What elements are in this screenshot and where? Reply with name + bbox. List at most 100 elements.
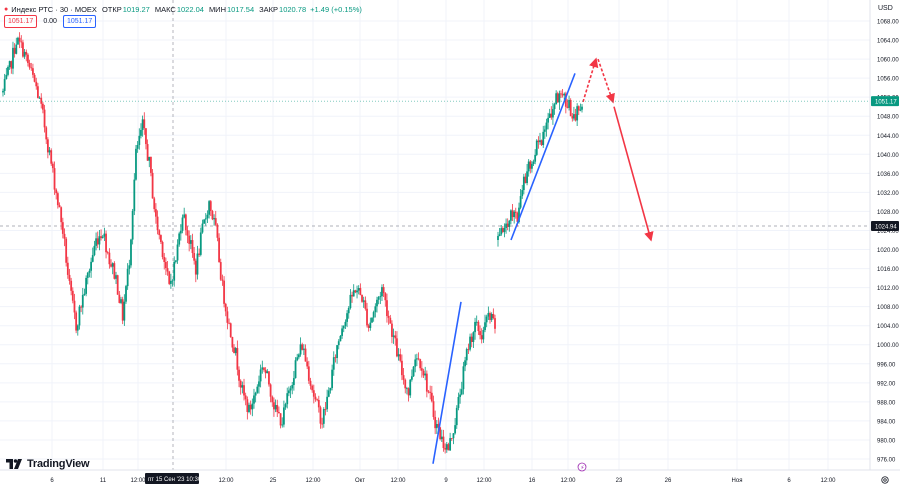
candle-body xyxy=(489,313,491,320)
candle-body xyxy=(194,260,197,275)
tradingview-logo-icon xyxy=(6,459,22,469)
candle-body xyxy=(131,210,134,240)
candle-body xyxy=(427,391,430,393)
candle-body xyxy=(445,444,448,450)
candle-body xyxy=(537,140,540,143)
candle-body xyxy=(96,238,99,245)
candle-body xyxy=(273,402,275,410)
candle-body xyxy=(216,224,219,238)
candle-body xyxy=(480,335,483,340)
candle-body xyxy=(86,272,89,278)
candle-body xyxy=(296,357,299,361)
candle-body xyxy=(238,369,240,381)
candle-body xyxy=(326,396,329,410)
price-tick-label: 988.00 xyxy=(877,400,896,406)
time-tick-label: 12:00 xyxy=(476,478,492,484)
ohlc-low-key: МИН xyxy=(208,4,226,14)
candle-body xyxy=(164,262,167,269)
sell-price-button[interactable]: 1051.17 xyxy=(4,15,38,28)
candle-body xyxy=(327,390,330,397)
symbol-title[interactable]: Индекс РТС · 30 · MOEX xyxy=(11,4,97,14)
candle-body xyxy=(332,357,335,370)
time-tick-label: 12:00 xyxy=(218,478,234,484)
candle-body xyxy=(8,61,11,67)
candle-body xyxy=(563,93,566,96)
ohlc-open-value: 1019.27 xyxy=(122,4,150,14)
candle-body xyxy=(377,297,380,300)
candle-body xyxy=(402,375,405,380)
candle-body xyxy=(254,392,257,396)
candle-body xyxy=(23,51,26,57)
price-tick-label: 1000.00 xyxy=(877,343,899,349)
candle-body xyxy=(18,37,21,42)
candle-body xyxy=(249,404,252,410)
price-tick-label: 996.00 xyxy=(877,362,896,368)
candle-body xyxy=(494,318,496,329)
candle-body xyxy=(297,354,300,358)
candle-body xyxy=(510,210,512,221)
currency-label[interactable]: USD xyxy=(878,5,893,12)
candle-body xyxy=(449,438,452,451)
candle-body xyxy=(553,104,556,110)
candle-body xyxy=(359,288,362,295)
candle-body xyxy=(266,371,269,374)
candle-body xyxy=(505,223,507,228)
price-tick-label: 976.00 xyxy=(877,458,896,464)
candle-body xyxy=(500,228,503,235)
candle-body xyxy=(540,140,543,146)
candle-body xyxy=(191,240,194,254)
candle-body xyxy=(352,290,355,297)
candle-body xyxy=(118,294,121,303)
candle-body xyxy=(189,240,192,244)
price-tick-label: 1044.00 xyxy=(877,134,899,140)
ohlc-high-key: МАКС xyxy=(154,4,176,14)
candle-body xyxy=(93,245,96,256)
candle-body xyxy=(161,241,164,257)
candle-body xyxy=(420,368,423,371)
candle-body xyxy=(13,47,16,54)
settings-gear-icon[interactable] xyxy=(880,475,890,485)
candle-body xyxy=(146,144,149,161)
candle-body xyxy=(287,390,290,394)
candle-body xyxy=(163,256,166,263)
candle-body xyxy=(110,264,112,267)
buy-price-button[interactable]: 1051.17 xyxy=(62,15,97,28)
candle-body xyxy=(577,106,580,111)
candle-body xyxy=(394,335,397,339)
candle-body xyxy=(173,261,176,281)
candle-body xyxy=(3,79,6,91)
candle-body xyxy=(61,222,64,234)
ohlc-low-value: 1017.54 xyxy=(227,4,255,14)
candle-body xyxy=(475,321,478,323)
price-axis: 976.00 980.00 984.00 988.00 992.00 996.00 1000… xyxy=(0,0,899,470)
candle-body xyxy=(425,373,428,392)
candle-body xyxy=(35,81,38,87)
candle-body xyxy=(542,131,545,146)
price-tick-label: 1016.00 xyxy=(877,267,899,273)
candle-body xyxy=(357,288,360,291)
candle-body xyxy=(274,405,277,410)
candle-body xyxy=(196,253,199,275)
candle-body xyxy=(56,193,59,206)
time-tick-label: 23 xyxy=(616,478,623,484)
candle-body xyxy=(40,97,43,104)
grid xyxy=(0,0,870,470)
candle-body xyxy=(183,214,186,218)
spread-value: 0.00 xyxy=(43,18,57,25)
time-tick-label: 11 xyxy=(100,478,107,484)
candle-body xyxy=(143,119,146,129)
price-tick-label: 992.00 xyxy=(877,381,896,387)
candle-body xyxy=(106,252,109,253)
time-tick-label: Окт xyxy=(355,478,365,484)
candle-body xyxy=(276,405,279,413)
candle-body xyxy=(27,54,29,63)
candle-body xyxy=(221,279,224,281)
candle-body xyxy=(80,306,83,308)
candle-body xyxy=(442,436,445,449)
candle-body xyxy=(258,381,260,387)
candle-body xyxy=(386,300,388,317)
time-tick-label: 12:00 xyxy=(390,478,406,484)
candle-body xyxy=(261,367,264,370)
candle-body xyxy=(155,209,157,217)
